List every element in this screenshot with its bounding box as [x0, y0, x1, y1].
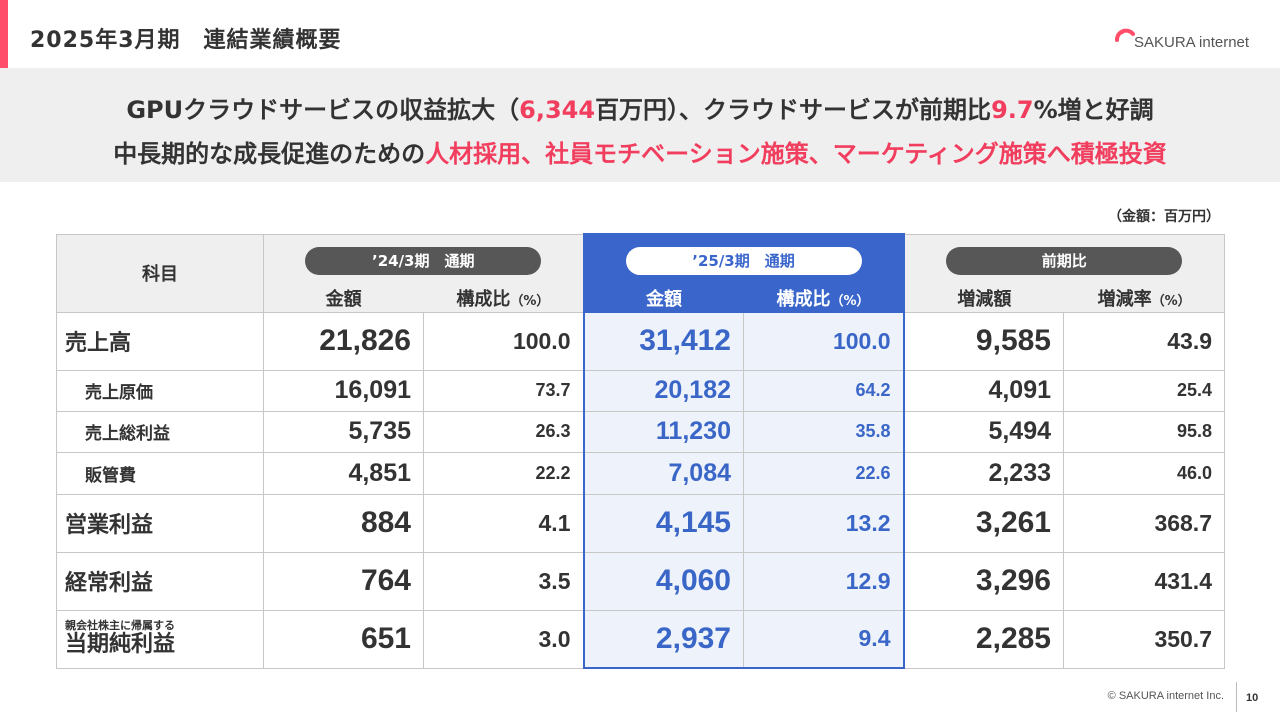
curr-amount: 20,182: [582, 369, 744, 412]
summary-banner: GPUクラウドサービスの収益拡大（6,344百万円）、クラウドサービスが前期比9…: [0, 68, 1280, 182]
prev-amount: 884: [263, 493, 424, 553]
copyright: © SAKURA internet Inc.: [1107, 690, 1224, 702]
curr-amount: 4,060: [582, 551, 744, 611]
period-prev-label: ’24/3期 通期: [305, 246, 542, 275]
curr-amount: 31,412: [582, 311, 744, 371]
row-label: 売上原価: [56, 369, 264, 412]
curr-ratio: 9.4: [743, 609, 905, 669]
prev-ratio: 26.3: [423, 410, 584, 453]
row-label: 営業利益: [56, 493, 264, 553]
curr-amount: 7,084: [582, 451, 744, 495]
summary-line-1: GPUクラウドサービスの収益拡大（6,344百万円）、クラウドサービスが前期比9…: [0, 90, 1280, 125]
table-row: 売上総利益 5,735 26.3 11,230 35.8 5,494 95.8: [56, 410, 1225, 453]
summary-text: GPUクラウドサービスの収益拡大（: [126, 96, 520, 124]
row-label: 販管費: [56, 451, 264, 495]
ratio-header: 構成比（%）: [456, 288, 550, 310]
change-amount: 2,233: [903, 451, 1064, 495]
financial-summary-table: 科目 ’24/3期 通期 金額 構成比（%） ’25/3期 通期 金額 構成比（…: [56, 233, 1225, 669]
amount-header: 金額: [646, 289, 682, 310]
change-amount: 3,296: [903, 551, 1064, 611]
change-rate: 46.0: [1063, 451, 1225, 495]
change-rate: 368.7: [1063, 493, 1225, 553]
curr-ratio: 12.9: [743, 551, 905, 611]
period-curr-label: ’25/3期 通期: [625, 247, 862, 275]
change-header: 増減額: [957, 288, 1012, 310]
company-logo: SAKURA internet: [1114, 24, 1254, 54]
row-label-note: 親会社株主に帰属する: [65, 619, 175, 632]
table-row: 売上原価 16,091 73.7 20,182 64.2 4,091 25.4: [56, 369, 1225, 412]
prev-ratio: 3.5: [423, 551, 584, 611]
prev-amount: 5,735: [263, 410, 424, 453]
row-label: 経常利益: [56, 551, 264, 611]
prev-ratio: 73.7: [423, 369, 584, 412]
prev-ratio: 22.2: [423, 451, 584, 495]
change-rate: 43.9: [1063, 311, 1225, 371]
curr-ratio: 64.2: [743, 369, 905, 412]
period-yoy-label: 前期比: [946, 246, 1183, 275]
prev-ratio: 4.1: [423, 493, 584, 553]
change-amount: 2,285: [903, 609, 1064, 669]
curr-amount: 4,145: [582, 493, 744, 553]
change-rate: 95.8: [1063, 410, 1225, 453]
sakura-logo-icon: [1115, 28, 1135, 42]
change-rate: 431.4: [1063, 551, 1225, 611]
highlight-value: 9.7: [991, 96, 1034, 124]
subject-header: 科目: [142, 264, 178, 285]
change-rate: 25.4: [1063, 369, 1225, 412]
prev-amount: 764: [263, 551, 424, 611]
page-title: 2025年3月期 連結業績概要: [30, 28, 342, 53]
row-label: 売上高: [56, 311, 264, 371]
row-label-main: 当期純利益: [65, 632, 176, 657]
unit-note: （金額：百万円）: [1108, 209, 1220, 225]
prev-amount: 21,826: [263, 311, 424, 371]
curr-amount: 11,230: [582, 410, 744, 453]
prev-amount: 651: [263, 609, 424, 669]
ratio-header: 構成比（%）: [776, 289, 870, 310]
highlight-text: 人材採用、社員モチベーション施策、マーケティング施策へ積極投資: [425, 140, 1167, 168]
summary-text: 中長期的な成長促進のための: [113, 140, 426, 168]
logo-text: SAKURA internet: [1134, 34, 1250, 51]
row-label: 売上総利益: [56, 410, 264, 453]
highlight-value: 6,344: [519, 96, 596, 124]
table-row: 親会社株主に帰属する 当期純利益 651 3.0 2,937 9.4 2,285…: [56, 609, 1225, 669]
summary-text: 百万円）、クラウドサービスが前期比: [595, 96, 992, 124]
curr-ratio: 22.6: [743, 451, 905, 495]
prev-ratio: 3.0: [423, 609, 584, 669]
summary-line-2: 中長期的な成長促進のための人材採用、社員モチベーション施策、マーケティング施策へ…: [0, 134, 1280, 169]
table-row: 売上高 21,826 100.0 31,412 100.0 9,585 43.9: [56, 311, 1225, 371]
curr-amount: 2,937: [582, 609, 744, 669]
change-rate-header: 増減率（%）: [1097, 288, 1191, 310]
footer-divider: [1236, 682, 1237, 712]
change-amount: 9,585: [903, 311, 1064, 371]
change-amount: 5,494: [903, 410, 1064, 453]
row-label: 親会社株主に帰属する 当期純利益: [56, 609, 264, 669]
curr-ratio: 13.2: [743, 493, 905, 553]
table-row: 経常利益 764 3.5 4,060 12.9 3,296 431.4: [56, 551, 1225, 611]
prev-amount: 16,091: [263, 369, 424, 412]
page-number: 10: [1246, 692, 1259, 704]
table-row: 販管費 4,851 22.2 7,084 22.6 2,233 46.0: [56, 451, 1225, 495]
curr-ratio: 100.0: [743, 311, 905, 371]
prev-amount: 4,851: [263, 451, 424, 495]
change-rate: 350.7: [1063, 609, 1225, 669]
table-row: 営業利益 884 4.1 4,145 13.2 3,261 368.7: [56, 493, 1225, 553]
summary-text: %増と好調: [1033, 96, 1154, 124]
table-header-row: 科目 ’24/3期 通期 金額 構成比（%） ’25/3期 通期 金額 構成比（…: [56, 233, 1225, 313]
accent-bar: [0, 0, 8, 68]
change-amount: 3,261: [903, 493, 1064, 553]
amount-header: 金額: [325, 288, 362, 310]
prev-ratio: 100.0: [423, 311, 584, 371]
curr-ratio: 35.8: [743, 410, 905, 453]
change-amount: 4,091: [903, 369, 1064, 412]
